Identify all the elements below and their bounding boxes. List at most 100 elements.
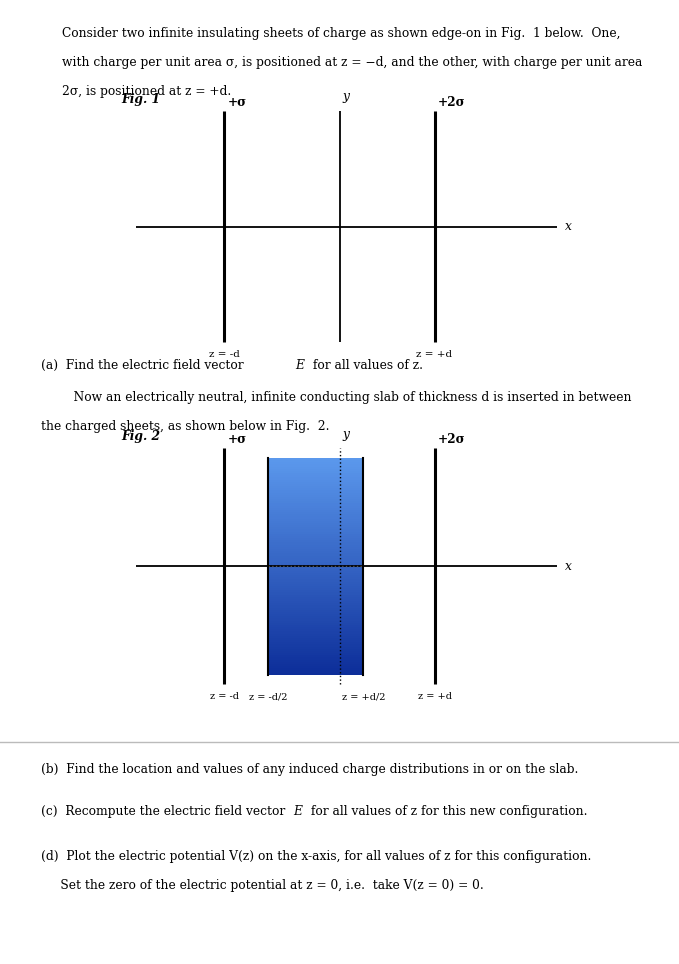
Bar [268,463,363,465]
Text: z = -d/2: z = -d/2 [249,692,287,701]
Bar [268,647,363,649]
Bar [268,602,363,603]
Text: Consider two infinite insulating sheets of charge as shown edge-on in Fig.  1 be: Consider two infinite insulating sheets … [62,27,621,40]
Bar [268,581,363,583]
Text: Set the zero of the electric potential at z = 0, i.e.  take V(z = 0) = 0.: Set the zero of the electric potential a… [41,879,483,892]
Bar [268,482,363,484]
Text: x: x [565,220,572,233]
Bar [268,605,363,607]
Bar [268,666,363,668]
Text: +σ: +σ [227,434,246,446]
Bar [268,560,363,562]
Bar [268,488,363,491]
Bar [268,515,363,517]
Text: x: x [565,560,572,573]
Bar [268,586,363,588]
Bar [268,603,363,605]
Bar [268,668,363,671]
Bar [268,510,363,512]
Bar [268,525,363,527]
Bar [268,569,363,571]
Bar [268,595,363,597]
Bar [268,549,363,551]
Bar [268,631,363,633]
Text: +2σ: +2σ [438,434,466,446]
Text: z = -d: z = -d [208,350,240,359]
Bar [268,460,363,463]
Bar [268,619,363,621]
Text: y: y [343,91,350,103]
Bar [268,547,363,549]
Bar [268,499,363,501]
Bar [268,656,363,657]
Bar [268,553,363,555]
Bar [268,575,363,577]
Bar [268,671,363,673]
Bar [268,640,363,642]
Bar [268,486,363,488]
Bar [268,577,363,579]
Bar [268,567,363,569]
Bar [268,651,363,654]
Bar [268,519,363,521]
Text: for all values of z for this new configuration.: for all values of z for this new configu… [307,805,587,817]
Bar [268,592,363,595]
Text: +σ: +σ [227,96,246,109]
Text: for all values of z.: for all values of z. [309,359,423,371]
Bar [268,484,363,486]
Bar [268,636,363,638]
Bar [268,625,363,627]
Bar [268,629,363,631]
Bar [268,642,363,644]
Bar [268,564,363,567]
Bar [268,527,363,529]
Bar [268,555,363,557]
Bar [268,588,363,590]
Text: E̅: E̅ [295,359,304,371]
Bar [268,467,363,469]
Bar [268,521,363,522]
Bar [268,590,363,592]
Bar [268,495,363,497]
Bar [268,505,363,508]
Bar [268,465,363,467]
Bar [268,597,363,599]
Text: y: y [343,428,350,441]
Text: (b)  Find the location and values of any induced charge distributions in or on t: (b) Find the location and values of any … [41,763,578,776]
Bar [268,621,363,623]
Bar [268,583,363,586]
Bar [268,579,363,581]
Bar [268,644,363,647]
Bar [268,599,363,602]
Bar [268,497,363,499]
Text: Now an electrically neutral, infinite conducting slab of thickness d is inserted: Now an electrically neutral, infinite co… [62,391,632,404]
Bar [268,536,363,538]
Text: (d)  Plot the electric potential V(z) on the x-axis, for all values of z for thi: (d) Plot the electric potential V(z) on … [41,850,591,863]
Bar [268,501,363,503]
Bar [268,470,363,473]
Text: z = +d/2: z = +d/2 [342,692,385,701]
Bar [268,657,363,659]
Bar [268,614,363,616]
Bar [268,633,363,636]
Bar [268,477,363,479]
Bar [268,540,363,543]
Bar [268,475,363,477]
Bar [268,673,363,675]
Bar [268,517,363,519]
Bar [268,531,363,534]
Text: z = +d: z = +d [418,692,452,701]
Bar [268,573,363,575]
Bar [268,612,363,614]
Bar [268,610,363,612]
Text: Fig. 1: Fig. 1 [121,94,160,106]
Text: (c)  Recompute the electric field vector: (c) Recompute the electric field vector [41,805,289,817]
Bar [268,616,363,619]
Text: the charged sheets, as shown below in Fig.  2.: the charged sheets, as shown below in Fi… [41,420,329,433]
Bar [268,538,363,540]
Bar [268,654,363,656]
Bar [268,469,363,470]
Text: (a)  Find the electric field vector: (a) Find the electric field vector [41,359,247,371]
Bar [268,493,363,495]
Bar [268,627,363,629]
